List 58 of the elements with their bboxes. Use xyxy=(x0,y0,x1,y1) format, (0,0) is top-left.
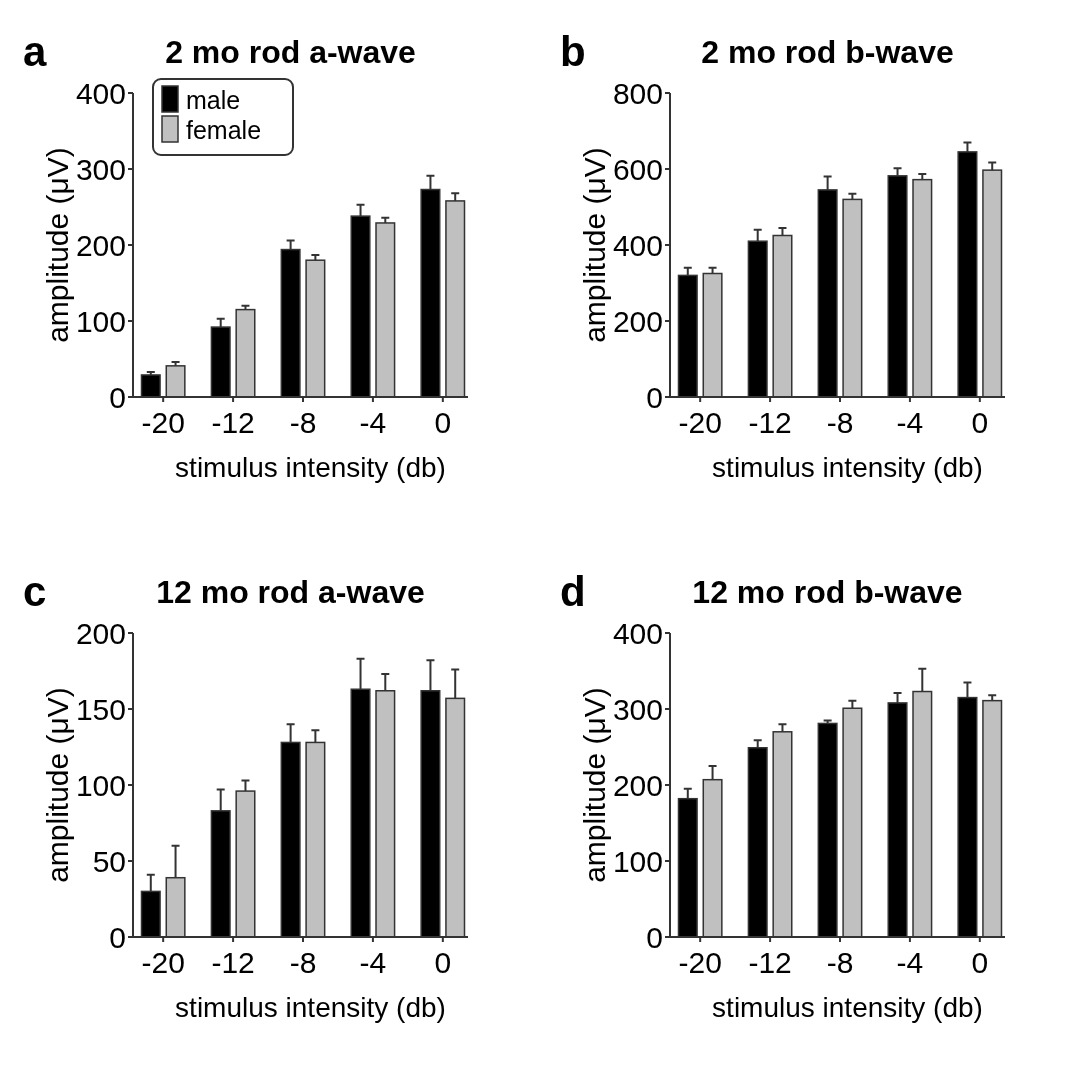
x-axis-title: stimulus intensity (db) xyxy=(175,992,446,1023)
x-axis-title: stimulus intensity (db) xyxy=(175,452,446,483)
y-tick-label: 400 xyxy=(75,76,126,110)
y-tick-label: 0 xyxy=(646,380,663,414)
legend-label: female xyxy=(186,115,262,144)
text: b xyxy=(560,28,586,75)
text: d xyxy=(560,568,586,615)
chart-title: 12 mo rod b-wave xyxy=(692,574,963,610)
chart-title: 2 mo rod a-wave xyxy=(165,34,416,70)
y-tick-label: 0 xyxy=(109,920,126,954)
y-tick-label: 600 xyxy=(612,152,663,186)
y-axis-title: amplitude (μV) xyxy=(578,687,611,883)
y-tick-label: 50 xyxy=(92,844,126,878)
x-tick-label: 0 xyxy=(971,406,989,439)
y-tick-label: 400 xyxy=(612,616,663,650)
x-axis-title: stimulus intensity (db) xyxy=(712,452,983,483)
y-tick-label: 300 xyxy=(75,152,126,186)
y-tick-label: 0 xyxy=(109,380,126,414)
y-tick-label: 150 xyxy=(75,692,126,726)
y-tick-label: 200 xyxy=(612,768,663,802)
y-tick-label: 200 xyxy=(75,228,126,262)
y-tick-label: 100 xyxy=(75,304,126,338)
y-tick-label: 200 xyxy=(75,616,126,650)
y-tick-label: 100 xyxy=(75,768,126,802)
x-tick-label: -12 xyxy=(748,406,792,439)
x-tick-label: -8 xyxy=(826,946,854,979)
x-tick-label: -4 xyxy=(359,946,387,979)
text: c xyxy=(23,568,47,615)
x-tick-label: -8 xyxy=(826,406,854,439)
chart-title: 12 mo rod a-wave xyxy=(156,574,425,610)
x-tick-label: -12 xyxy=(211,406,255,439)
x-tick-label: -4 xyxy=(359,406,387,439)
x-axis-title: stimulus intensity (db) xyxy=(712,992,983,1023)
x-tick-label: -20 xyxy=(678,946,722,979)
y-tick-label: 400 xyxy=(612,228,663,262)
x-tick-label: -12 xyxy=(211,946,255,979)
y-tick-label: 0 xyxy=(646,920,663,954)
y-axis-title: amplitude (μV) xyxy=(41,147,74,343)
x-tick-label: -20 xyxy=(141,946,185,979)
chart-title: 2 mo rod b-wave xyxy=(701,34,954,70)
x-tick-label: -4 xyxy=(896,406,924,439)
x-tick-label: -20 xyxy=(678,406,722,439)
text: a xyxy=(23,28,47,75)
y-axis-title: amplitude (μV) xyxy=(41,687,74,883)
y-tick-label: 200 xyxy=(612,304,663,338)
x-tick-label: -12 xyxy=(748,946,792,979)
x-tick-label: 0 xyxy=(434,406,452,439)
y-tick-label: 300 xyxy=(612,692,663,726)
x-tick-label: 0 xyxy=(971,946,989,979)
y-tick-label: 100 xyxy=(612,844,663,878)
y-axis-title: amplitude (μV) xyxy=(578,147,611,343)
x-tick-label: -8 xyxy=(289,406,317,439)
x-tick-label: -8 xyxy=(289,946,317,979)
x-tick-label: -4 xyxy=(896,946,924,979)
x-tick-label: -20 xyxy=(141,406,185,439)
legend-label: male xyxy=(186,85,241,114)
y-tick-label: 800 xyxy=(612,76,663,110)
x-tick-label: 0 xyxy=(434,946,452,979)
